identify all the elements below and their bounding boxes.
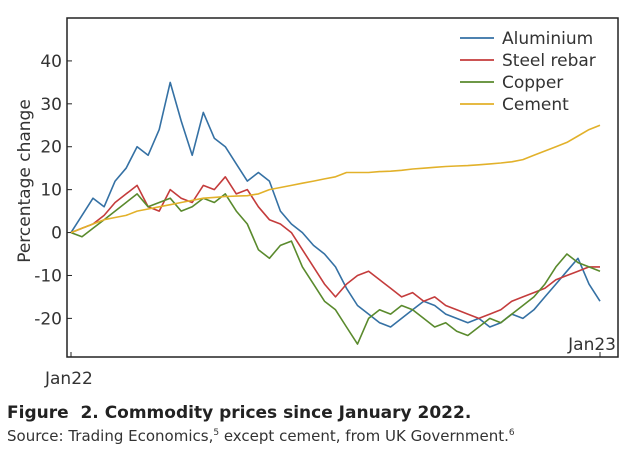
series-line-copper — [70, 193, 601, 345]
legend-label: Copper — [502, 73, 563, 93]
x-tick-label: Jan22 — [44, 369, 93, 389]
y-tick-label: 10 — [40, 181, 62, 201]
source-prefix: Source: Trading Economics, — [7, 427, 214, 445]
y-tick-label: 20 — [40, 138, 62, 158]
x-tick-label: Jan23 — [567, 335, 616, 355]
commodity-price-chart: -20 -10 0 10 20 30 40 Jan22 Jan23 Percentage ch… — [15, 17, 619, 389]
source-ref-1: 5 — [213, 428, 220, 438]
y-axis: -20 -10 0 10 20 30 40 — [34, 52, 72, 329]
caption-title: Figure 2. Commodity prices since January… — [7, 403, 622, 423]
series-line-cement — [70, 124, 601, 234]
source-middle: except cement, from UK Government. — [219, 427, 509, 445]
figure-title: Commodity prices since January 2022. — [104, 403, 472, 423]
legend-label: Steel rebar — [502, 51, 596, 71]
y-tick-label: 0 — [51, 224, 62, 244]
series-lines — [70, 81, 601, 345]
legend-label: Cement — [502, 95, 569, 115]
y-tick-label: 30 — [40, 95, 62, 115]
y-tick-label: -10 — [34, 266, 62, 286]
source-ref-2: 6 — [508, 428, 515, 438]
figure-caption: Figure 2. Commodity prices since January… — [7, 403, 622, 445]
y-tick-label: 40 — [40, 52, 62, 72]
series-line-steel-rebar — [70, 176, 600, 320]
figure-label: Figure — [7, 403, 69, 423]
y-tick-label: -20 — [34, 309, 62, 329]
x-axis: Jan22 Jan23 — [44, 335, 616, 389]
plot-area — [66, 17, 619, 358]
legend-label: Aluminium — [502, 29, 593, 49]
y-axis-label: Percentage change — [15, 99, 35, 263]
caption-source: Source: Trading Economics,5 except cemen… — [7, 427, 622, 445]
figure-number: 2. — [80, 403, 99, 423]
